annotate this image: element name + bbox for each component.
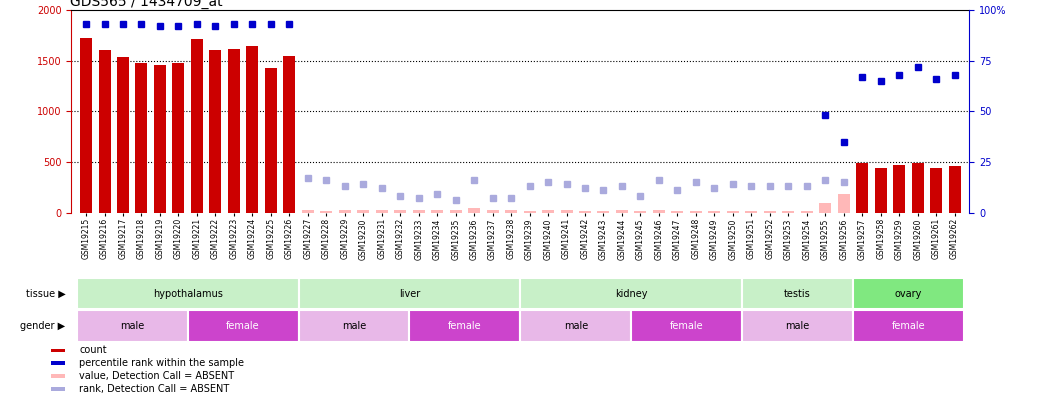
- Bar: [227, 49, 240, 213]
- Bar: [521, 278, 742, 309]
- Text: male: male: [564, 321, 588, 331]
- Text: testis: testis: [784, 289, 811, 298]
- Bar: [117, 57, 129, 213]
- Bar: [856, 163, 868, 213]
- Bar: [50, 361, 65, 365]
- Bar: [653, 210, 664, 213]
- Bar: [820, 202, 831, 213]
- Bar: [50, 387, 65, 391]
- Bar: [578, 211, 591, 213]
- Bar: [188, 311, 299, 341]
- Bar: [394, 210, 407, 213]
- Text: value, Detection Call = ABSENT: value, Detection Call = ABSENT: [80, 371, 235, 381]
- Bar: [542, 210, 554, 213]
- Bar: [597, 211, 610, 213]
- Bar: [173, 63, 184, 213]
- Bar: [853, 311, 964, 341]
- Bar: [524, 211, 536, 213]
- Bar: [616, 210, 628, 213]
- Bar: [135, 63, 148, 213]
- Bar: [893, 165, 905, 213]
- Bar: [931, 168, 942, 213]
- Bar: [246, 46, 259, 213]
- Bar: [299, 278, 521, 309]
- Text: tissue ▶: tissue ▶: [26, 289, 66, 298]
- Bar: [302, 210, 313, 213]
- Bar: [450, 210, 462, 213]
- Bar: [99, 49, 110, 213]
- Bar: [742, 311, 853, 341]
- Text: ovary: ovary: [895, 289, 922, 298]
- Text: female: female: [670, 321, 703, 331]
- Bar: [410, 311, 521, 341]
- Text: female: female: [226, 321, 260, 331]
- Bar: [431, 210, 443, 213]
- Bar: [77, 311, 188, 341]
- Bar: [210, 49, 221, 213]
- Bar: [631, 311, 742, 341]
- Bar: [468, 207, 480, 213]
- Bar: [690, 211, 702, 213]
- Text: count: count: [80, 345, 107, 355]
- Bar: [283, 56, 296, 213]
- Bar: [742, 278, 853, 309]
- Bar: [80, 38, 92, 213]
- Bar: [948, 166, 961, 213]
- Bar: [77, 278, 299, 309]
- Text: percentile rank within the sample: percentile rank within the sample: [80, 358, 244, 368]
- Bar: [154, 65, 166, 213]
- Text: female: female: [449, 321, 482, 331]
- Bar: [837, 194, 850, 213]
- Text: male: male: [785, 321, 810, 331]
- Text: GDS565 / 1434709_at: GDS565 / 1434709_at: [70, 0, 223, 9]
- Bar: [672, 211, 683, 213]
- Bar: [745, 211, 758, 213]
- Bar: [561, 210, 572, 213]
- Bar: [875, 168, 887, 213]
- Bar: [727, 211, 739, 213]
- Text: kidney: kidney: [615, 289, 648, 298]
- Text: rank, Detection Call = ABSENT: rank, Detection Call = ABSENT: [80, 384, 230, 394]
- Text: gender ▶: gender ▶: [21, 321, 66, 331]
- Bar: [376, 210, 388, 213]
- Text: liver: liver: [399, 289, 420, 298]
- Bar: [413, 210, 424, 213]
- Bar: [321, 211, 332, 213]
- Bar: [708, 211, 720, 213]
- Text: hypothalamus: hypothalamus: [153, 289, 222, 298]
- Bar: [764, 211, 776, 213]
- Bar: [912, 163, 923, 213]
- Bar: [853, 278, 964, 309]
- Bar: [265, 68, 277, 213]
- Bar: [299, 311, 410, 341]
- Text: female: female: [892, 321, 925, 331]
- Bar: [634, 211, 647, 213]
- Bar: [50, 349, 65, 352]
- Text: male: male: [121, 321, 145, 331]
- Bar: [505, 210, 517, 213]
- Bar: [801, 211, 813, 213]
- Bar: [782, 211, 794, 213]
- Bar: [339, 210, 351, 213]
- Bar: [191, 39, 203, 213]
- Bar: [50, 374, 65, 378]
- Text: male: male: [342, 321, 366, 331]
- Bar: [521, 311, 631, 341]
- Bar: [357, 210, 369, 213]
- Bar: [486, 210, 499, 213]
